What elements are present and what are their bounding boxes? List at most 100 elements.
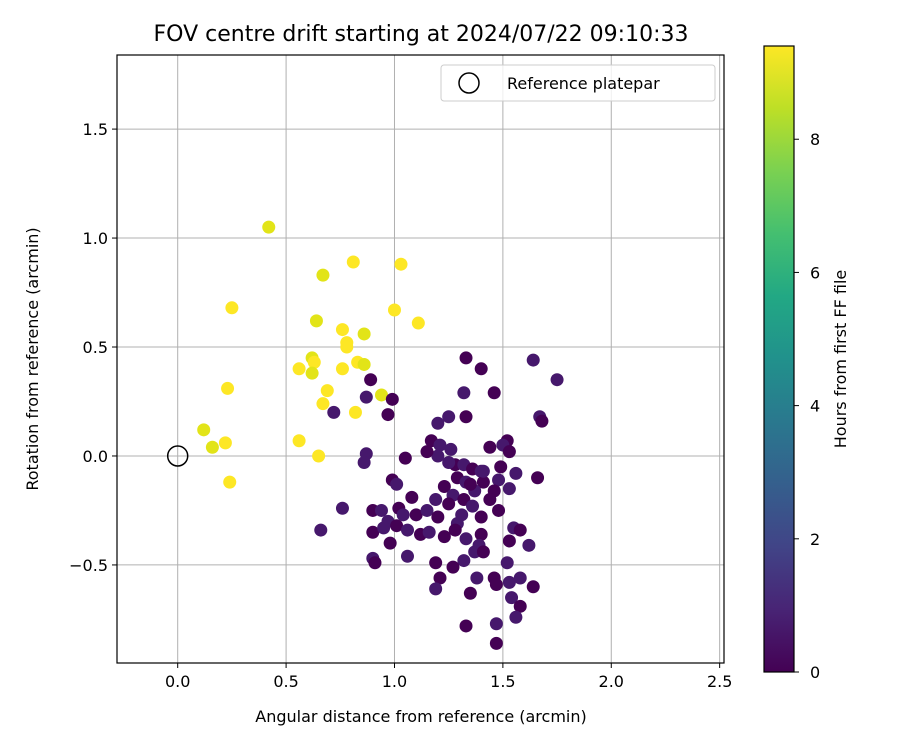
y-tick-label: 0.0	[83, 447, 108, 466]
late-data-point	[223, 475, 237, 489]
early-data-point	[526, 353, 540, 367]
early-data-point	[368, 556, 382, 570]
early-data-point	[431, 416, 445, 430]
early-data-point	[526, 580, 540, 594]
early-data-point	[359, 390, 373, 404]
colorbar-label: Hours from first FF file	[831, 270, 850, 449]
early-data-point	[470, 571, 484, 585]
late-data-point	[307, 355, 321, 369]
late-data-point	[292, 362, 306, 376]
early-data-point	[474, 362, 488, 376]
late-data-point	[316, 397, 330, 411]
reference-platepar-marker	[166, 445, 189, 467]
legend: Reference platepar	[440, 64, 716, 102]
early-data-point	[535, 414, 549, 428]
early-data-point	[513, 571, 527, 585]
early-data-point	[502, 534, 516, 548]
early-data-point	[550, 373, 564, 387]
x-tick-label: 1.0	[382, 672, 407, 691]
early-data-point	[442, 497, 456, 511]
chart-title: FOV centre drift starting at 2024/07/22 …	[154, 22, 689, 47]
early-data-point	[390, 477, 404, 491]
early-data-point	[437, 530, 451, 544]
late-data-point	[340, 340, 354, 354]
early-data-point	[483, 440, 497, 454]
early-data-point	[446, 560, 460, 574]
early-data-point	[448, 523, 462, 537]
early-data-point	[457, 386, 471, 400]
early-data-point	[463, 586, 477, 600]
late-data-point	[305, 366, 319, 380]
early-data-point	[377, 521, 391, 535]
early-data-point	[396, 508, 410, 522]
late-data-point	[292, 434, 306, 448]
early-data-point	[420, 503, 434, 517]
early-data-point	[381, 408, 395, 422]
early-data-point	[437, 479, 451, 493]
early-data-point	[455, 508, 469, 522]
x-tick-label: 1.5	[490, 672, 515, 691]
early-data-point	[405, 490, 419, 504]
x-tick-label: 0.5	[273, 672, 298, 691]
early-data-point	[444, 442, 458, 456]
y-tick-label: −0.5	[69, 556, 108, 575]
x-tick-label: 2.5	[707, 672, 732, 691]
x-tick-label: 2.0	[599, 672, 624, 691]
early-data-point	[476, 475, 490, 489]
early-data-point	[476, 545, 490, 559]
late-data-point	[218, 436, 232, 450]
legend-label: Reference platepar	[507, 74, 660, 93]
early-data-point	[502, 482, 516, 496]
early-data-point	[489, 578, 503, 592]
late-data-point	[320, 384, 334, 398]
colorbar	[763, 45, 795, 673]
early-data-point	[422, 525, 436, 539]
data-points	[197, 220, 564, 650]
early-data-point	[420, 445, 434, 459]
y-axis-label: Rotation from reference (arcmin)	[23, 227, 42, 490]
early-data-point	[509, 466, 523, 480]
early-data-point	[442, 410, 456, 424]
y-tick-label: 1.0	[83, 229, 108, 248]
early-data-point	[509, 610, 523, 624]
early-data-point	[502, 445, 516, 459]
x-axis-label: Angular distance from reference (arcmin)	[255, 707, 586, 726]
late-data-point	[346, 255, 360, 269]
late-data-point	[205, 440, 219, 454]
plot-frame	[116, 54, 725, 664]
early-data-point	[466, 499, 480, 513]
late-data-point	[335, 323, 349, 337]
late-data-point	[335, 362, 349, 376]
early-data-point	[431, 510, 445, 524]
colorbar-tick-label: 4	[810, 397, 820, 416]
late-data-point	[221, 381, 235, 395]
late-data-point	[374, 388, 388, 402]
y-axis-ticks: −0.5 0.0 0.5 1.0 1.5	[69, 120, 117, 575]
early-data-point	[494, 460, 508, 474]
early-data-point	[327, 405, 341, 419]
early-data-point	[366, 525, 380, 539]
early-data-point	[489, 636, 503, 650]
legend-marker-icon	[458, 72, 480, 94]
early-data-point	[457, 554, 471, 568]
early-data-point	[433, 438, 447, 452]
early-data-point	[483, 493, 497, 507]
colorbar-tick-label: 0	[810, 663, 820, 682]
early-data-point	[459, 619, 473, 633]
early-data-point	[429, 582, 443, 596]
early-data-point	[513, 599, 527, 613]
early-data-point	[431, 449, 445, 463]
x-tick-label: 0.0	[165, 672, 190, 691]
early-data-point	[442, 456, 456, 470]
early-data-point	[357, 456, 371, 470]
colorbar-tick-label: 8	[810, 130, 820, 149]
early-data-point	[374, 503, 388, 517]
colorbar-ticks: 0 2 4 6 8	[794, 130, 820, 682]
early-data-point	[463, 477, 477, 491]
y-tick-label: 0.5	[83, 338, 108, 357]
early-data-point	[476, 464, 490, 478]
late-data-point	[262, 220, 276, 234]
late-data-point	[394, 257, 408, 271]
early-data-point	[505, 591, 519, 605]
